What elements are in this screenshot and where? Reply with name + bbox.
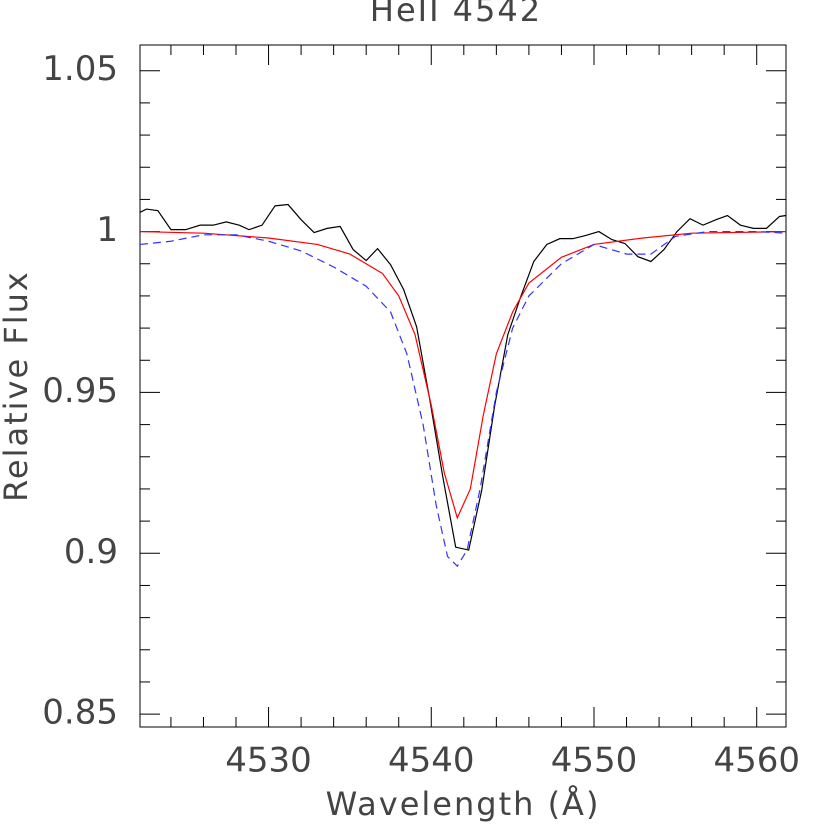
spectrum-line (139, 230, 787, 568)
y-tick-label: 1 (96, 210, 118, 250)
spectrum-line (139, 230, 787, 520)
y-tick-label: 0.95 (42, 371, 118, 411)
x-tick-label: 4560 (713, 741, 800, 781)
y-tick-label: 0.9 (64, 532, 118, 572)
y-tick-label: 1.05 (42, 49, 118, 89)
x-axis-label: Wavelength (Å) (326, 785, 601, 823)
x-tick-label: 4540 (388, 741, 475, 781)
x-tick-label: 4530 (225, 741, 312, 781)
chart-title: HeII 4542 (370, 0, 542, 29)
y-axis-label: Relative Flux (0, 270, 35, 502)
y-tick-label: 0.85 (42, 693, 118, 733)
plot-frame (139, 44, 787, 728)
spectrum-line (139, 203, 787, 551)
x-tick-label: 4550 (551, 741, 638, 781)
